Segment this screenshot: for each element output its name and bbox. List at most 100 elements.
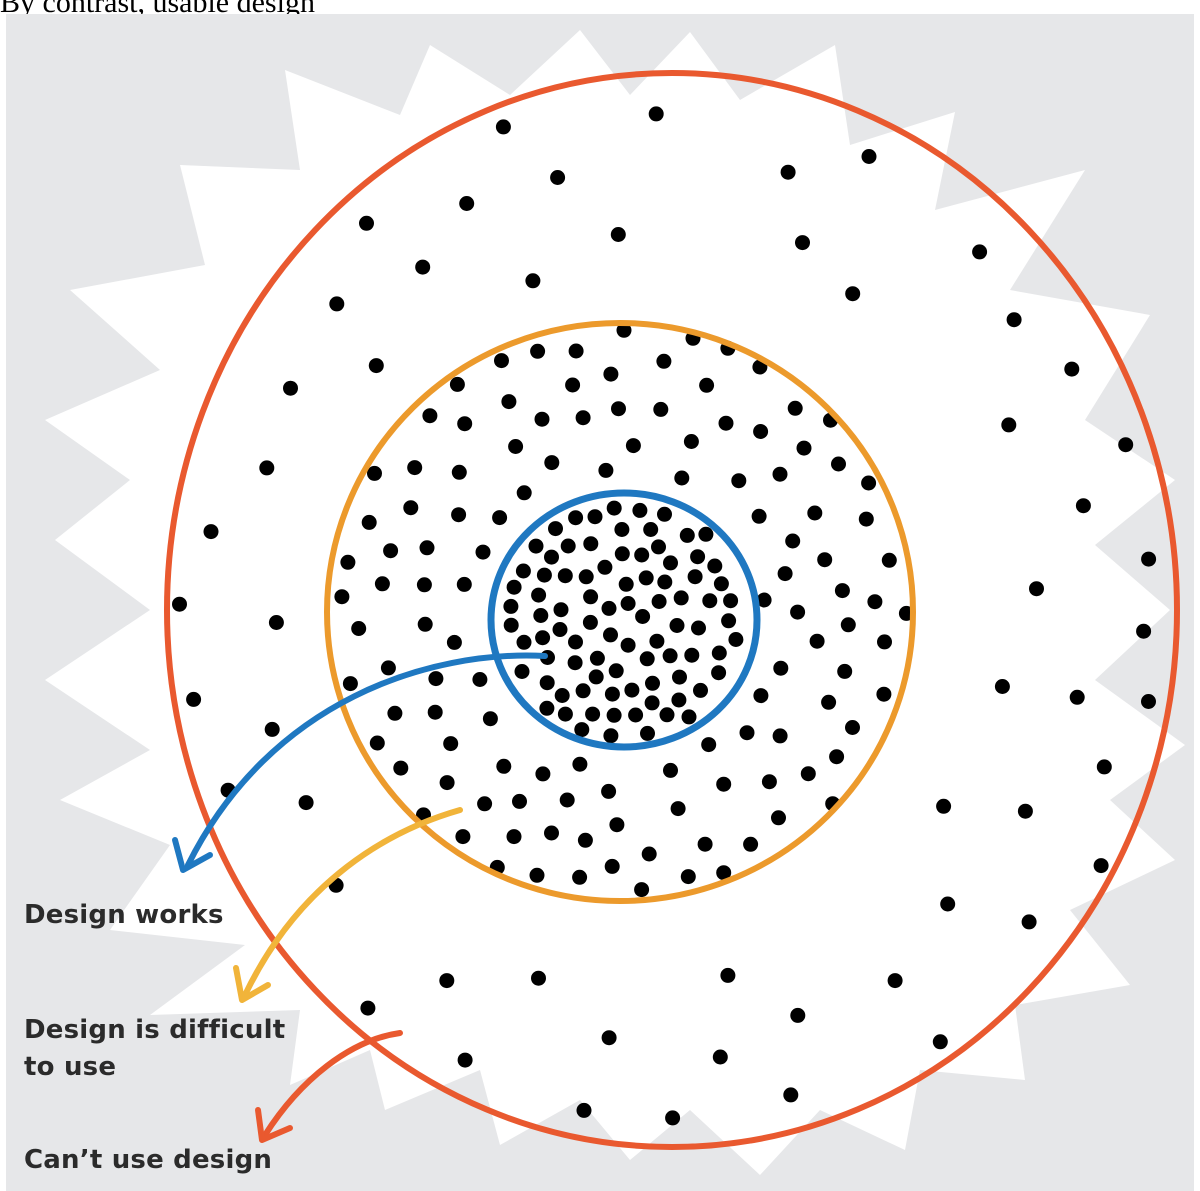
label-cant-use: Can’t use design — [24, 1142, 272, 1179]
data-point-dot — [861, 149, 877, 164]
middle-ring-difficult — [324, 320, 916, 904]
data-point-dot — [340, 554, 356, 570]
data-point-dot — [419, 540, 435, 556]
data-point-dot — [1069, 689, 1085, 705]
data-point-dot — [837, 663, 853, 679]
data-point-dot — [731, 473, 747, 489]
data-point-dot — [387, 705, 403, 721]
data-point-dot — [472, 672, 488, 687]
data-point-dot — [624, 682, 640, 698]
data-point-dot — [576, 1102, 592, 1118]
data-point-dot — [446, 634, 462, 650]
data-point-dot — [283, 380, 298, 396]
data-point-dot — [795, 235, 810, 251]
data-point-dot — [544, 549, 559, 565]
data-point-dot — [264, 721, 280, 737]
data-point-dot — [639, 651, 655, 667]
data-point-dot — [416, 577, 432, 593]
data-point-dot — [597, 559, 613, 575]
data-point-dot — [601, 783, 617, 799]
data-point-dot — [557, 706, 573, 722]
data-point-dot — [940, 896, 956, 912]
label-design-works: Design works — [24, 897, 224, 934]
data-point-dot — [455, 829, 471, 845]
data-point-dot — [604, 686, 620, 702]
arrow-design-works — [172, 652, 548, 873]
label-design-difficult: Design is difficult to use — [24, 1012, 285, 1086]
data-point-dot — [773, 660, 789, 676]
data-point-dot — [393, 760, 409, 776]
data-point-dot — [606, 500, 622, 516]
data-point-dot — [697, 836, 713, 852]
data-point-dot — [506, 829, 522, 845]
data-point-dot — [634, 882, 650, 898]
data-point-dot — [457, 416, 473, 432]
data-point-dot — [994, 679, 1010, 694]
data-point-dot — [533, 608, 549, 623]
data-point-dot — [530, 343, 546, 359]
data-point-dot — [771, 810, 786, 826]
data-point-dot — [535, 630, 551, 646]
data-point-dot — [701, 737, 717, 753]
data-point-dot — [588, 669, 604, 685]
data-point-dot — [577, 832, 593, 848]
data-point-dot — [172, 596, 187, 612]
data-point-dot — [515, 563, 531, 579]
data-point-dot — [691, 620, 706, 636]
data-point-dot — [529, 867, 545, 883]
data-point-dot — [422, 408, 438, 424]
data-point-dot — [663, 762, 678, 778]
data-point-dot — [611, 401, 626, 417]
data-point-dot — [702, 593, 718, 609]
data-point-dot — [609, 817, 625, 833]
data-point-dot — [1021, 914, 1037, 930]
data-point-dot — [553, 602, 569, 618]
data-point-dot — [653, 401, 669, 417]
data-point-dot — [728, 632, 744, 647]
data-point-dot — [1064, 361, 1080, 377]
data-point-dot — [516, 485, 532, 501]
data-point-dot — [620, 637, 636, 653]
data-points — [172, 106, 1157, 1126]
data-point-dot — [1141, 694, 1156, 709]
data-point-dot — [449, 376, 465, 392]
data-point-dot — [536, 567, 552, 583]
data-point-dot — [439, 973, 455, 989]
data-point-dot — [716, 865, 732, 881]
data-point-dot — [772, 728, 788, 744]
data-point-dot — [603, 366, 619, 382]
data-point-dot — [663, 555, 678, 571]
data-point-dot — [574, 722, 590, 738]
data-point-dot — [831, 456, 846, 472]
data-point-dot — [367, 465, 382, 481]
data-point-dot — [525, 273, 541, 289]
data-point-dot — [698, 526, 714, 542]
data-point-dot — [575, 410, 591, 426]
data-point-dot — [531, 970, 546, 986]
data-point-dot — [772, 466, 788, 482]
data-point-dot — [495, 119, 511, 135]
data-point-dot — [359, 215, 374, 231]
data-point-dot — [1093, 858, 1109, 874]
data-point-dot — [693, 682, 708, 698]
outer-ring-cant-use — [164, 70, 1180, 1150]
data-point-dot — [1006, 312, 1022, 328]
data-point-dot — [568, 343, 584, 359]
data-point-dot — [659, 707, 675, 723]
data-point-dot — [516, 634, 532, 650]
data-point-dot — [427, 704, 443, 720]
data-point-dot — [360, 1000, 376, 1016]
data-point-dot — [881, 552, 897, 568]
data-point-dot — [559, 792, 575, 808]
data-point-dot — [374, 576, 390, 592]
data-point-dot — [716, 776, 732, 792]
data-point-dot — [601, 600, 617, 616]
data-point-dot — [887, 973, 903, 989]
data-point-dot — [610, 227, 626, 242]
data-point-dot — [457, 1052, 473, 1068]
data-point-dot — [840, 617, 856, 633]
data-point-dot — [506, 579, 522, 595]
data-point-dot — [876, 686, 892, 702]
data-point-dot — [743, 836, 759, 852]
data-point-dot — [662, 648, 678, 664]
